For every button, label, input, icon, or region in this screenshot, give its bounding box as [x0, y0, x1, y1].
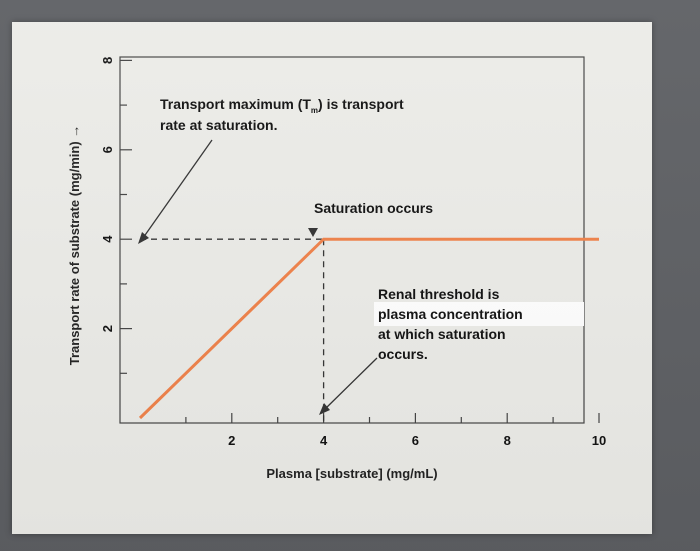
annotation-transport-max-line1: Transport maximum (Tm) is transport	[160, 96, 404, 115]
y-tick-label: 6	[100, 146, 115, 153]
annotation-saturation: Saturation occurs	[314, 200, 433, 216]
y-tick-label: 2	[100, 325, 115, 332]
renal-threshold-label-bg	[374, 302, 584, 326]
annotation-renal-line3: at which saturation	[378, 326, 506, 342]
y-tick-label: 8	[100, 57, 115, 64]
annotation-renal-line1: Renal threshold is	[378, 286, 500, 302]
arrow-renal-threshold	[323, 357, 378, 411]
x-tick-label: 10	[592, 433, 606, 448]
x-tick-label: 2	[228, 433, 235, 448]
y-axis-label: Transport rate of substrate (mg/min) →	[67, 125, 82, 366]
saturation-marker	[308, 228, 318, 237]
x-axis-label: Plasma [substrate] (mg/mL)	[266, 466, 437, 481]
annotation-renal-line2: plasma concentration	[378, 306, 523, 322]
y-tick-label: 4	[100, 235, 115, 243]
x-tick-label: 4	[320, 433, 328, 448]
annotation-renal-line4: occurs.	[378, 346, 428, 362]
axis-ticks	[120, 59, 600, 423]
arrow-transport-max-head	[138, 232, 149, 244]
tick-labels: 2 4 6 8 10 2 4 6 8	[100, 57, 606, 448]
x-tick-label: 6	[412, 433, 419, 448]
transport-rate-line	[138, 237, 599, 420]
arrow-renal-threshold-head	[319, 403, 330, 415]
x-tick-label: 8	[504, 433, 511, 448]
figure-paper	[12, 22, 652, 534]
arrow-transport-max	[142, 139, 213, 239]
annotation-transport-max-line2: rate at saturation.	[160, 117, 277, 133]
